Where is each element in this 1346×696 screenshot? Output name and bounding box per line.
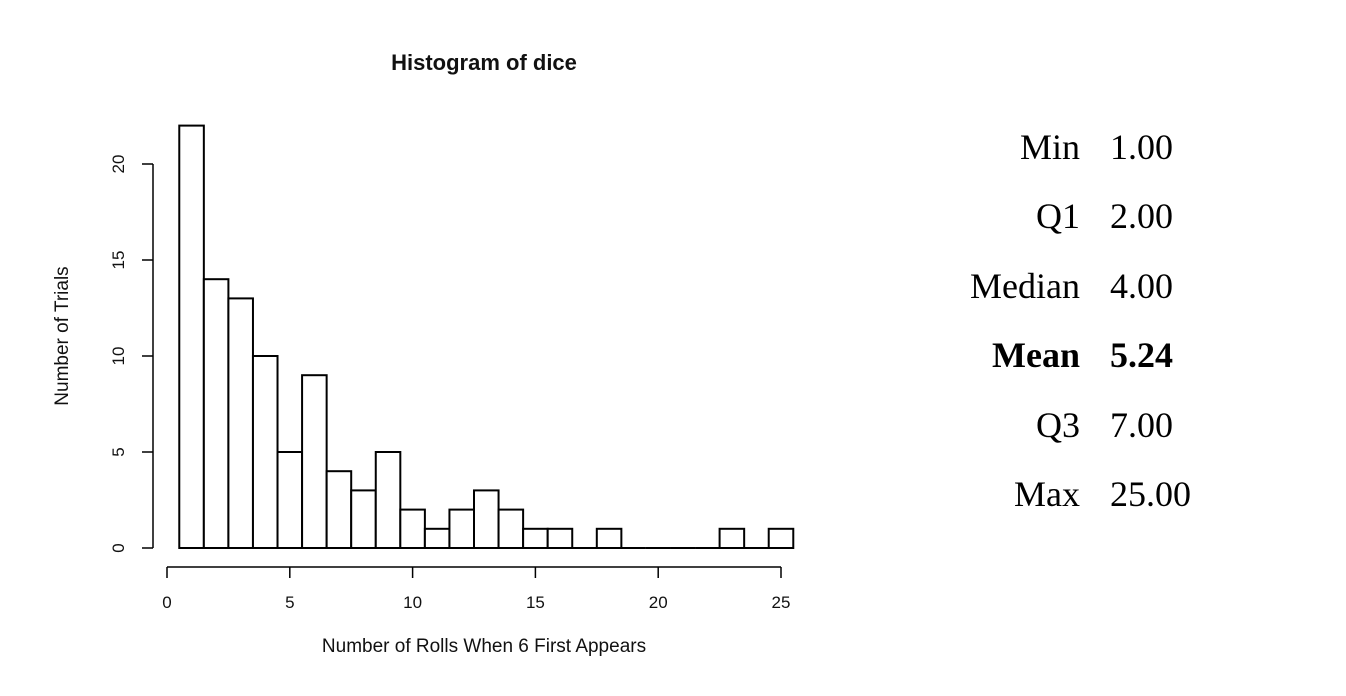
histogram-bar xyxy=(595,527,623,549)
histogram-bar xyxy=(301,374,328,550)
histogram-bar xyxy=(423,527,451,549)
stat-label: Q3 xyxy=(1036,404,1080,445)
histogram-bar xyxy=(276,451,304,549)
stat-label: Q1 xyxy=(1036,196,1080,237)
stat-value: 7.00 xyxy=(1110,404,1173,445)
stat-value: 2.00 xyxy=(1110,196,1173,237)
histogram-bar xyxy=(448,508,476,550)
histogram-bar xyxy=(251,355,279,549)
summary-stats-table: Min 1.00 Q1 2.00 Median 4.00 Mean 5.24 Q3 7.00 Max… xyxy=(940,112,1191,529)
stat-row-max: Max 25.00 xyxy=(940,460,1191,530)
histogram-bar xyxy=(178,124,205,549)
stat-row-mean: Mean 5.24 xyxy=(940,321,1191,391)
x-axis-label: Number of Rolls When 6 First Appears xyxy=(322,636,646,657)
x-tick-label: 15 xyxy=(526,593,545,612)
stat-row-q3: Q3 7.00 xyxy=(940,390,1191,460)
y-tick-label: 5 xyxy=(109,447,128,456)
histogram-bars xyxy=(178,124,795,550)
x-axis: 0 5 10 15 20 25 xyxy=(162,566,791,612)
stat-value: 25.00 xyxy=(1110,474,1191,515)
histogram-bar xyxy=(325,470,353,550)
histogram-chart: Histogram of dice 0 5 10 15 20 0 5 10 15 20 25 Nu… xyxy=(52,50,795,657)
histogram-bar xyxy=(227,297,254,549)
y-tick-label: 15 xyxy=(109,251,128,270)
stat-row-min: Min 1.00 xyxy=(940,112,1191,182)
stat-row-q1: Q1 2.00 xyxy=(940,182,1191,252)
stat-label: Min xyxy=(1019,126,1080,167)
x-tick-label: 0 xyxy=(162,593,171,612)
histogram-bar xyxy=(350,489,377,549)
histogram-bar xyxy=(374,451,402,549)
y-tick-label: 0 xyxy=(109,543,128,552)
histogram-bar xyxy=(497,508,525,550)
y-tick-label: 10 xyxy=(109,347,128,366)
histogram-bar xyxy=(473,489,500,549)
x-tick-label: 25 xyxy=(772,593,791,612)
stat-value: 1.00 xyxy=(1110,126,1173,167)
histogram-bar xyxy=(202,278,230,549)
stat-value: 5.24 xyxy=(1110,335,1173,376)
y-tick-label: 20 xyxy=(109,155,128,174)
stat-row-median: Median 4.00 xyxy=(940,251,1191,321)
x-tick-label: 20 xyxy=(649,593,668,612)
x-tick-label: 10 xyxy=(403,593,422,612)
stat-value: 4.00 xyxy=(1110,265,1173,306)
histogram-bar xyxy=(718,527,746,549)
histogram-bar xyxy=(399,508,426,550)
y-axis: 0 5 10 15 20 xyxy=(109,155,154,553)
y-axis-label: Number of Trials xyxy=(52,266,73,405)
histogram-bar xyxy=(767,527,795,549)
stat-label: Max xyxy=(1014,474,1080,515)
chart-title: Histogram of dice xyxy=(391,50,577,75)
histogram-bar xyxy=(522,527,549,549)
x-tick-label: 5 xyxy=(285,593,294,612)
stat-label: Median xyxy=(970,265,1080,306)
histogram-bar xyxy=(546,527,574,549)
stat-label: Mean xyxy=(992,335,1080,376)
